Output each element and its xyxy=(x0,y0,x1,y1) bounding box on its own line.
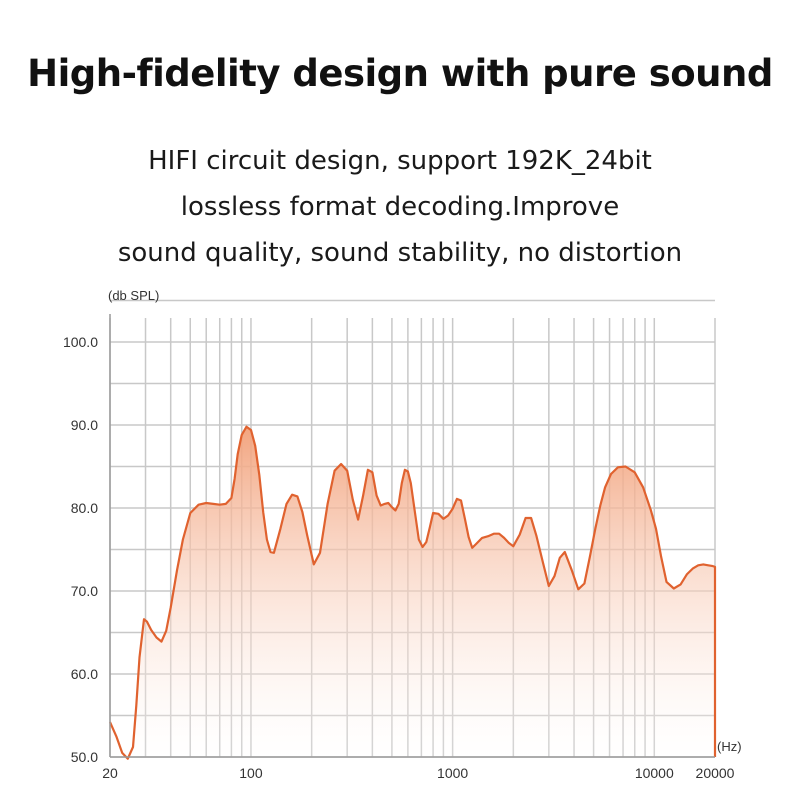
response-area-fill xyxy=(110,426,715,759)
y-tick-label: 100.0 xyxy=(63,334,98,350)
y-tick-label: 60.0 xyxy=(71,666,98,682)
x-tick-label: 20 xyxy=(102,765,118,781)
x-tick-label: 1000 xyxy=(437,765,468,781)
y-tick-label: 70.0 xyxy=(71,583,98,599)
y-tick-label: 80.0 xyxy=(71,500,98,516)
chart-area-layer xyxy=(108,425,717,760)
response-curve-line xyxy=(108,425,717,760)
x-axis-unit-label: (Hz) xyxy=(717,739,742,754)
x-tick-label: 10000 xyxy=(635,765,674,781)
description: HIFI circuit design, support 192K_24bit … xyxy=(0,138,800,276)
chart-labels: 50.0 60.0 70.0 80.0 90.0 100.0 20 100 1000 10000 2… xyxy=(63,288,742,781)
y-tick-label: 90.0 xyxy=(71,417,98,433)
y-tick-label: 50.0 xyxy=(71,749,98,765)
description-line-3: sound quality, sound stability, no disto… xyxy=(117,238,683,268)
description-line-2: lossless format decoding.Improve xyxy=(180,192,620,222)
x-tick-label: 20000 xyxy=(696,765,735,781)
chart-axes xyxy=(109,314,715,758)
page-title: High-fidelity design with pure sound xyxy=(27,52,773,95)
x-tick-label: 100 xyxy=(239,765,263,781)
description-line-1: HIFI circuit design, support 192K_24bit xyxy=(148,146,652,176)
y-axis-unit-label: (db SPL) xyxy=(108,288,159,303)
